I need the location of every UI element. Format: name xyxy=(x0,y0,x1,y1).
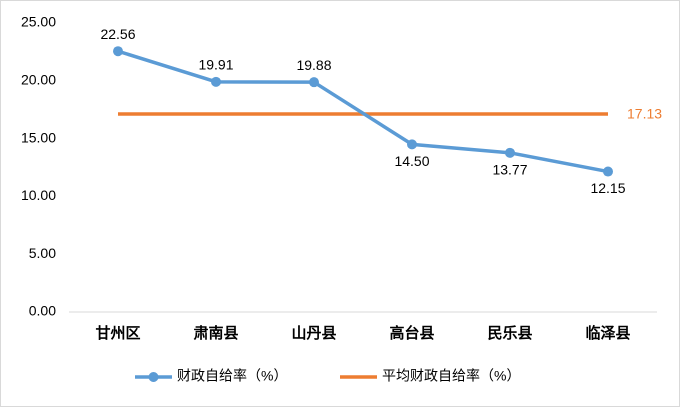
y-tick-label: 20.00 xyxy=(21,72,56,88)
x-tick-label: 山丹县 xyxy=(291,325,336,342)
data-label: 17.13 xyxy=(627,106,662,122)
data-label: 19.88 xyxy=(296,57,331,73)
x-tick-label: 临泽县 xyxy=(585,324,630,342)
y-tick-label: 0.00 xyxy=(29,303,56,319)
data-label: 19.91 xyxy=(198,57,233,73)
legend-label: 财政自给率（%） xyxy=(177,368,287,384)
legend-marker xyxy=(148,372,159,382)
y-tick-label: 10.00 xyxy=(21,187,56,203)
x-tick-label: 甘州区 xyxy=(95,324,140,342)
data-label: 14.50 xyxy=(394,153,429,169)
data-point xyxy=(113,46,123,57)
y-tick-label: 5.00 xyxy=(29,245,56,261)
data-point xyxy=(309,77,319,88)
data-label: 12.15 xyxy=(590,180,625,196)
y-tick-label: 15.00 xyxy=(21,129,56,145)
data-point xyxy=(505,147,515,158)
data-point xyxy=(211,76,221,87)
x-tick-label: 高台县 xyxy=(389,324,434,342)
legend-label: 平均财政自给率（%） xyxy=(382,368,520,384)
data-point xyxy=(407,139,417,150)
data-label: 22.56 xyxy=(100,26,135,42)
x-tick-label: 民乐县 xyxy=(487,324,532,342)
y-tick-label: 25.00 xyxy=(21,14,56,30)
series-line xyxy=(117,49,609,174)
data-point xyxy=(603,166,613,177)
x-tick-label: 肃南县 xyxy=(193,324,238,342)
data-label: 13.77 xyxy=(492,162,527,178)
